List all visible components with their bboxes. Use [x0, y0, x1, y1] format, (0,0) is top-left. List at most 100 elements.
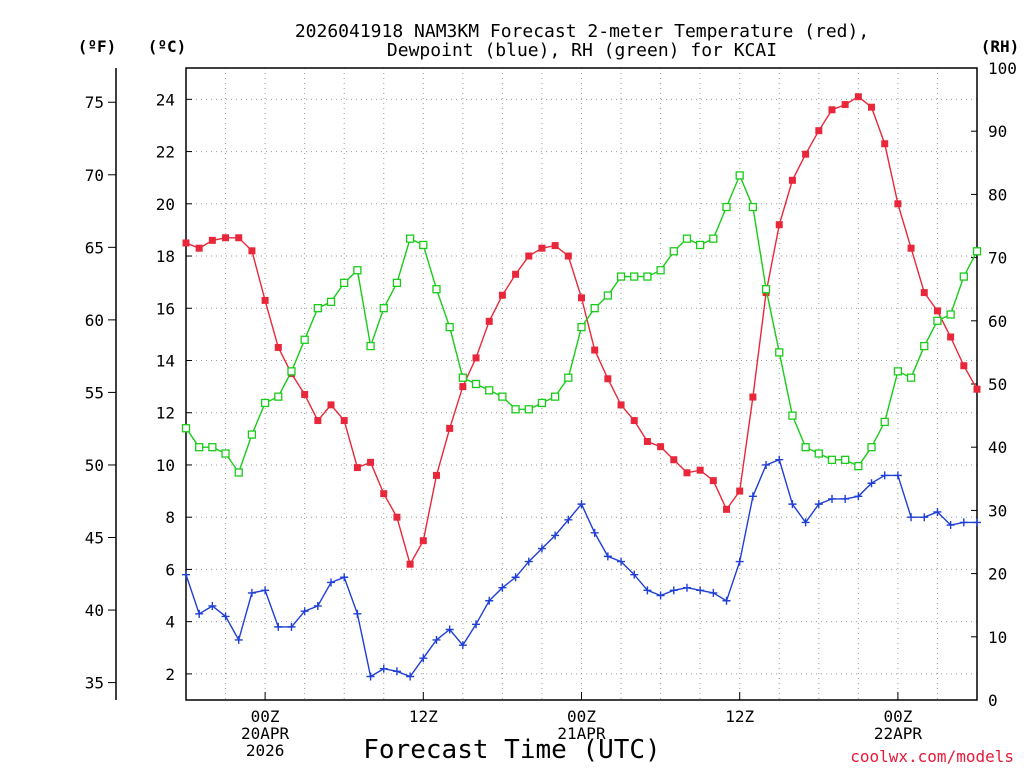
dewpoint-point	[946, 521, 955, 530]
dewpoint-point	[537, 544, 546, 553]
2-meter-temperature-point	[933, 307, 941, 315]
x-axis-label: Forecast Time (UTC)	[363, 735, 660, 765]
rh-tick-label: 60	[988, 312, 1007, 331]
2-meter-temperature-point	[657, 443, 665, 451]
2-meter-temperature-point	[525, 252, 533, 260]
dewpoint-point	[841, 494, 850, 503]
2-meter-temperature-point	[512, 270, 520, 278]
2-meter-temperature-point	[854, 93, 862, 101]
relative-humidity-point	[326, 297, 336, 306]
2-meter-temperature-point	[828, 106, 836, 114]
dewpoint-point	[432, 635, 441, 644]
dewpoint-point	[590, 528, 599, 537]
dewpoint-point	[392, 667, 401, 676]
data-series	[181, 93, 982, 681]
dewpoint-point	[182, 570, 190, 579]
2-meter-temperature-point	[604, 375, 612, 383]
celsius-tick-label: 8	[165, 508, 175, 527]
dewpoint-point	[366, 672, 375, 681]
celsius-tick-label: 2	[165, 665, 175, 684]
2-meter-temperature-point	[367, 458, 375, 466]
rh-tick-label: 40	[988, 438, 1007, 457]
dewpoint-point	[893, 471, 902, 480]
celsius-tick-label: 10	[156, 456, 175, 475]
celsius-tick-label: 20	[156, 195, 175, 214]
2-meter-temperature-point	[353, 464, 361, 472]
2-meter-temperature-point	[670, 456, 678, 464]
2-meter-temperature-point	[406, 560, 414, 568]
relative-humidity-point	[550, 392, 560, 401]
fahrenheit-tick-label: 55	[85, 383, 104, 402]
relative-humidity-point	[748, 202, 758, 212]
2-meter-temperature-point	[775, 221, 783, 229]
2-meter-temperature-point	[314, 417, 322, 425]
dewpoint-point	[933, 507, 942, 516]
2-meter-temperature-point	[235, 234, 243, 242]
relative-humidity-point	[458, 373, 468, 382]
relative-humidity-point	[643, 272, 652, 281]
2-meter-temperature-point	[920, 289, 928, 297]
2-meter-temperature-point	[723, 505, 731, 513]
relative-humidity-point	[274, 392, 283, 401]
rh-tick-label: 30	[988, 501, 1007, 520]
rh-tick-label: 20	[988, 565, 1007, 584]
relative-humidity-point	[616, 272, 626, 281]
relative-humidity-point	[893, 367, 903, 376]
2-meter-temperature-point	[182, 239, 190, 247]
fahrenheit-tick-label: 45	[85, 529, 104, 548]
relative-humidity-point	[234, 468, 243, 477]
2-meter-temperature-point	[881, 140, 889, 148]
2-meter-temperature-point	[498, 291, 506, 299]
relative-humidity-point	[445, 322, 454, 332]
dewpoint-point	[617, 557, 626, 566]
relative-humidity-point	[511, 405, 520, 414]
2-meter-temperature-point	[393, 513, 401, 521]
relative-humidity-point	[260, 398, 270, 408]
rh-tick-label: 70	[988, 249, 1007, 268]
grid-lines	[186, 68, 977, 700]
dewpoint-point	[630, 570, 639, 579]
chart-title: 2026041918 NAM3KM Forecast 2-meter Tempe…	[295, 21, 869, 61]
2-meter-temperature-point	[868, 103, 876, 111]
relative-humidity-point	[801, 443, 810, 452]
relative-humidity-point	[722, 202, 731, 212]
relative-humidity-point	[577, 322, 586, 332]
relative-humidity-point	[287, 367, 296, 376]
dewpoint-point	[300, 607, 309, 616]
rh-tick-label: 80	[988, 185, 1007, 204]
2-meter-temperature-point	[683, 469, 691, 477]
dewpoint-point	[748, 492, 757, 501]
rh-tick-label: 0	[988, 691, 998, 710]
2-meter-temperature-point	[802, 150, 810, 158]
relative-humidity-point	[195, 443, 204, 452]
relative-humidity-point	[946, 310, 955, 319]
relative-humidity-point	[775, 348, 784, 357]
2-meter-temperature-point	[340, 417, 348, 425]
relative-humidity-point	[761, 285, 771, 294]
dewpoint-point	[524, 557, 533, 566]
x-tick-label: 12Z	[725, 707, 754, 726]
x-tick-label: 00Z	[567, 707, 596, 726]
relative-humidity-point	[656, 266, 665, 275]
2-meter-temperature-point	[380, 490, 388, 498]
x-tick-label: 2026	[246, 741, 285, 760]
credit-text: coolwx.com/models	[850, 747, 1014, 766]
relative-humidity-point	[498, 392, 507, 401]
fahrenheit-tick-label: 70	[85, 166, 104, 185]
dewpoint-point	[814, 500, 823, 509]
2-meter-temperature-point	[973, 385, 981, 393]
celsius-tick-label: 16	[156, 299, 175, 318]
dewpoint-point	[379, 664, 388, 673]
2-meter-temperature-point	[472, 354, 480, 362]
relative-humidity-point	[682, 234, 692, 243]
relative-humidity-point	[867, 443, 876, 452]
relative-humidity-point	[353, 266, 362, 275]
2-meter-temperature-point	[617, 401, 625, 409]
dewpoint-point	[419, 654, 428, 663]
2-meter-temperature-point	[749, 393, 757, 401]
relative-humidity-point	[630, 272, 639, 281]
2-meter-temperature-point	[841, 101, 849, 109]
dewpoint-point	[669, 586, 678, 595]
dewpoint-point	[920, 513, 929, 522]
dewpoint-point	[485, 596, 494, 605]
